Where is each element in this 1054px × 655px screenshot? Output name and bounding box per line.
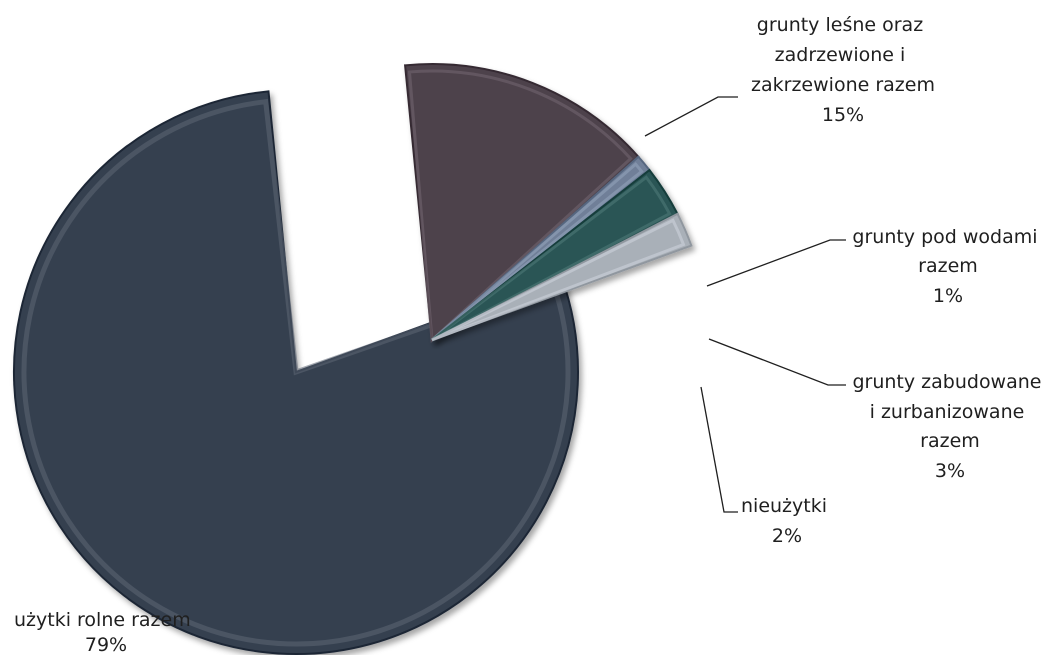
pie-slice-bevel-zabudowane — [431, 175, 672, 342]
slice-value-wody: 1% — [933, 285, 963, 307]
slice-label-wody-line1: grunty pod wodami — [852, 226, 1037, 248]
slice-value-zabudowane: 3% — [935, 460, 965, 482]
pie-slice-bevel-lesne — [407, 69, 633, 344]
slice-label-lesne-line1: grunty leśne oraz — [757, 14, 923, 36]
slice-label-wody: grunty pod wodami razem — [852, 226, 1043, 277]
slice-value-nieuzytki: 2% — [772, 525, 802, 547]
slice-label-lesne: grunty leśne oraz zadrzewione i zakrzewi… — [751, 14, 935, 96]
slice-label-lesne-line3: zakrzewione razem — [751, 74, 935, 96]
slice-label-uzytki-rolne: użytki rolne razem — [14, 609, 191, 631]
slice-value-uzytki-rolne: 79% — [85, 634, 127, 655]
pie-slice-bevel-wody — [431, 162, 644, 342]
slice-labels: użytki rolne razem 79% grunty leśne oraz… — [14, 14, 1047, 655]
slice-value-lesne: 15% — [822, 104, 864, 126]
leader-line-zabudowane — [708, 338, 846, 386]
slice-label-zabudowane-line2: i zurbanizowane — [870, 401, 1025, 423]
leader-line-lesne — [644, 96, 738, 137]
slice-label-zabudowane-line1: grunty zabudowane — [852, 371, 1041, 393]
slice-label-lesne-line2: zadrzewione i — [775, 44, 906, 66]
slice-label-wody-line2: razem — [918, 255, 978, 277]
leader-line-wody — [706, 239, 846, 287]
pie-slice-nieuzytki — [431, 212, 693, 342]
leader-lines — [644, 96, 846, 513]
slice-label-zabudowane: grunty zabudowane i zurbanizowane razem — [852, 371, 1047, 452]
slice-label-nieuzytki: nieużytki — [741, 495, 827, 517]
leader-line-nieuzytki — [700, 386, 738, 513]
pie-slices — [12, 63, 693, 655]
slice-label-zabudowane-line3: razem — [920, 430, 980, 452]
pie-slice-lesne — [403, 63, 640, 344]
pie-slice-bevel-uzytki-rolne — [21, 98, 571, 647]
pie-slice-uzytki-rolne — [12, 90, 579, 655]
pie-slice-body-lesne — [403, 63, 640, 343]
pie-slice-bevel-nieuzytki — [431, 218, 686, 342]
